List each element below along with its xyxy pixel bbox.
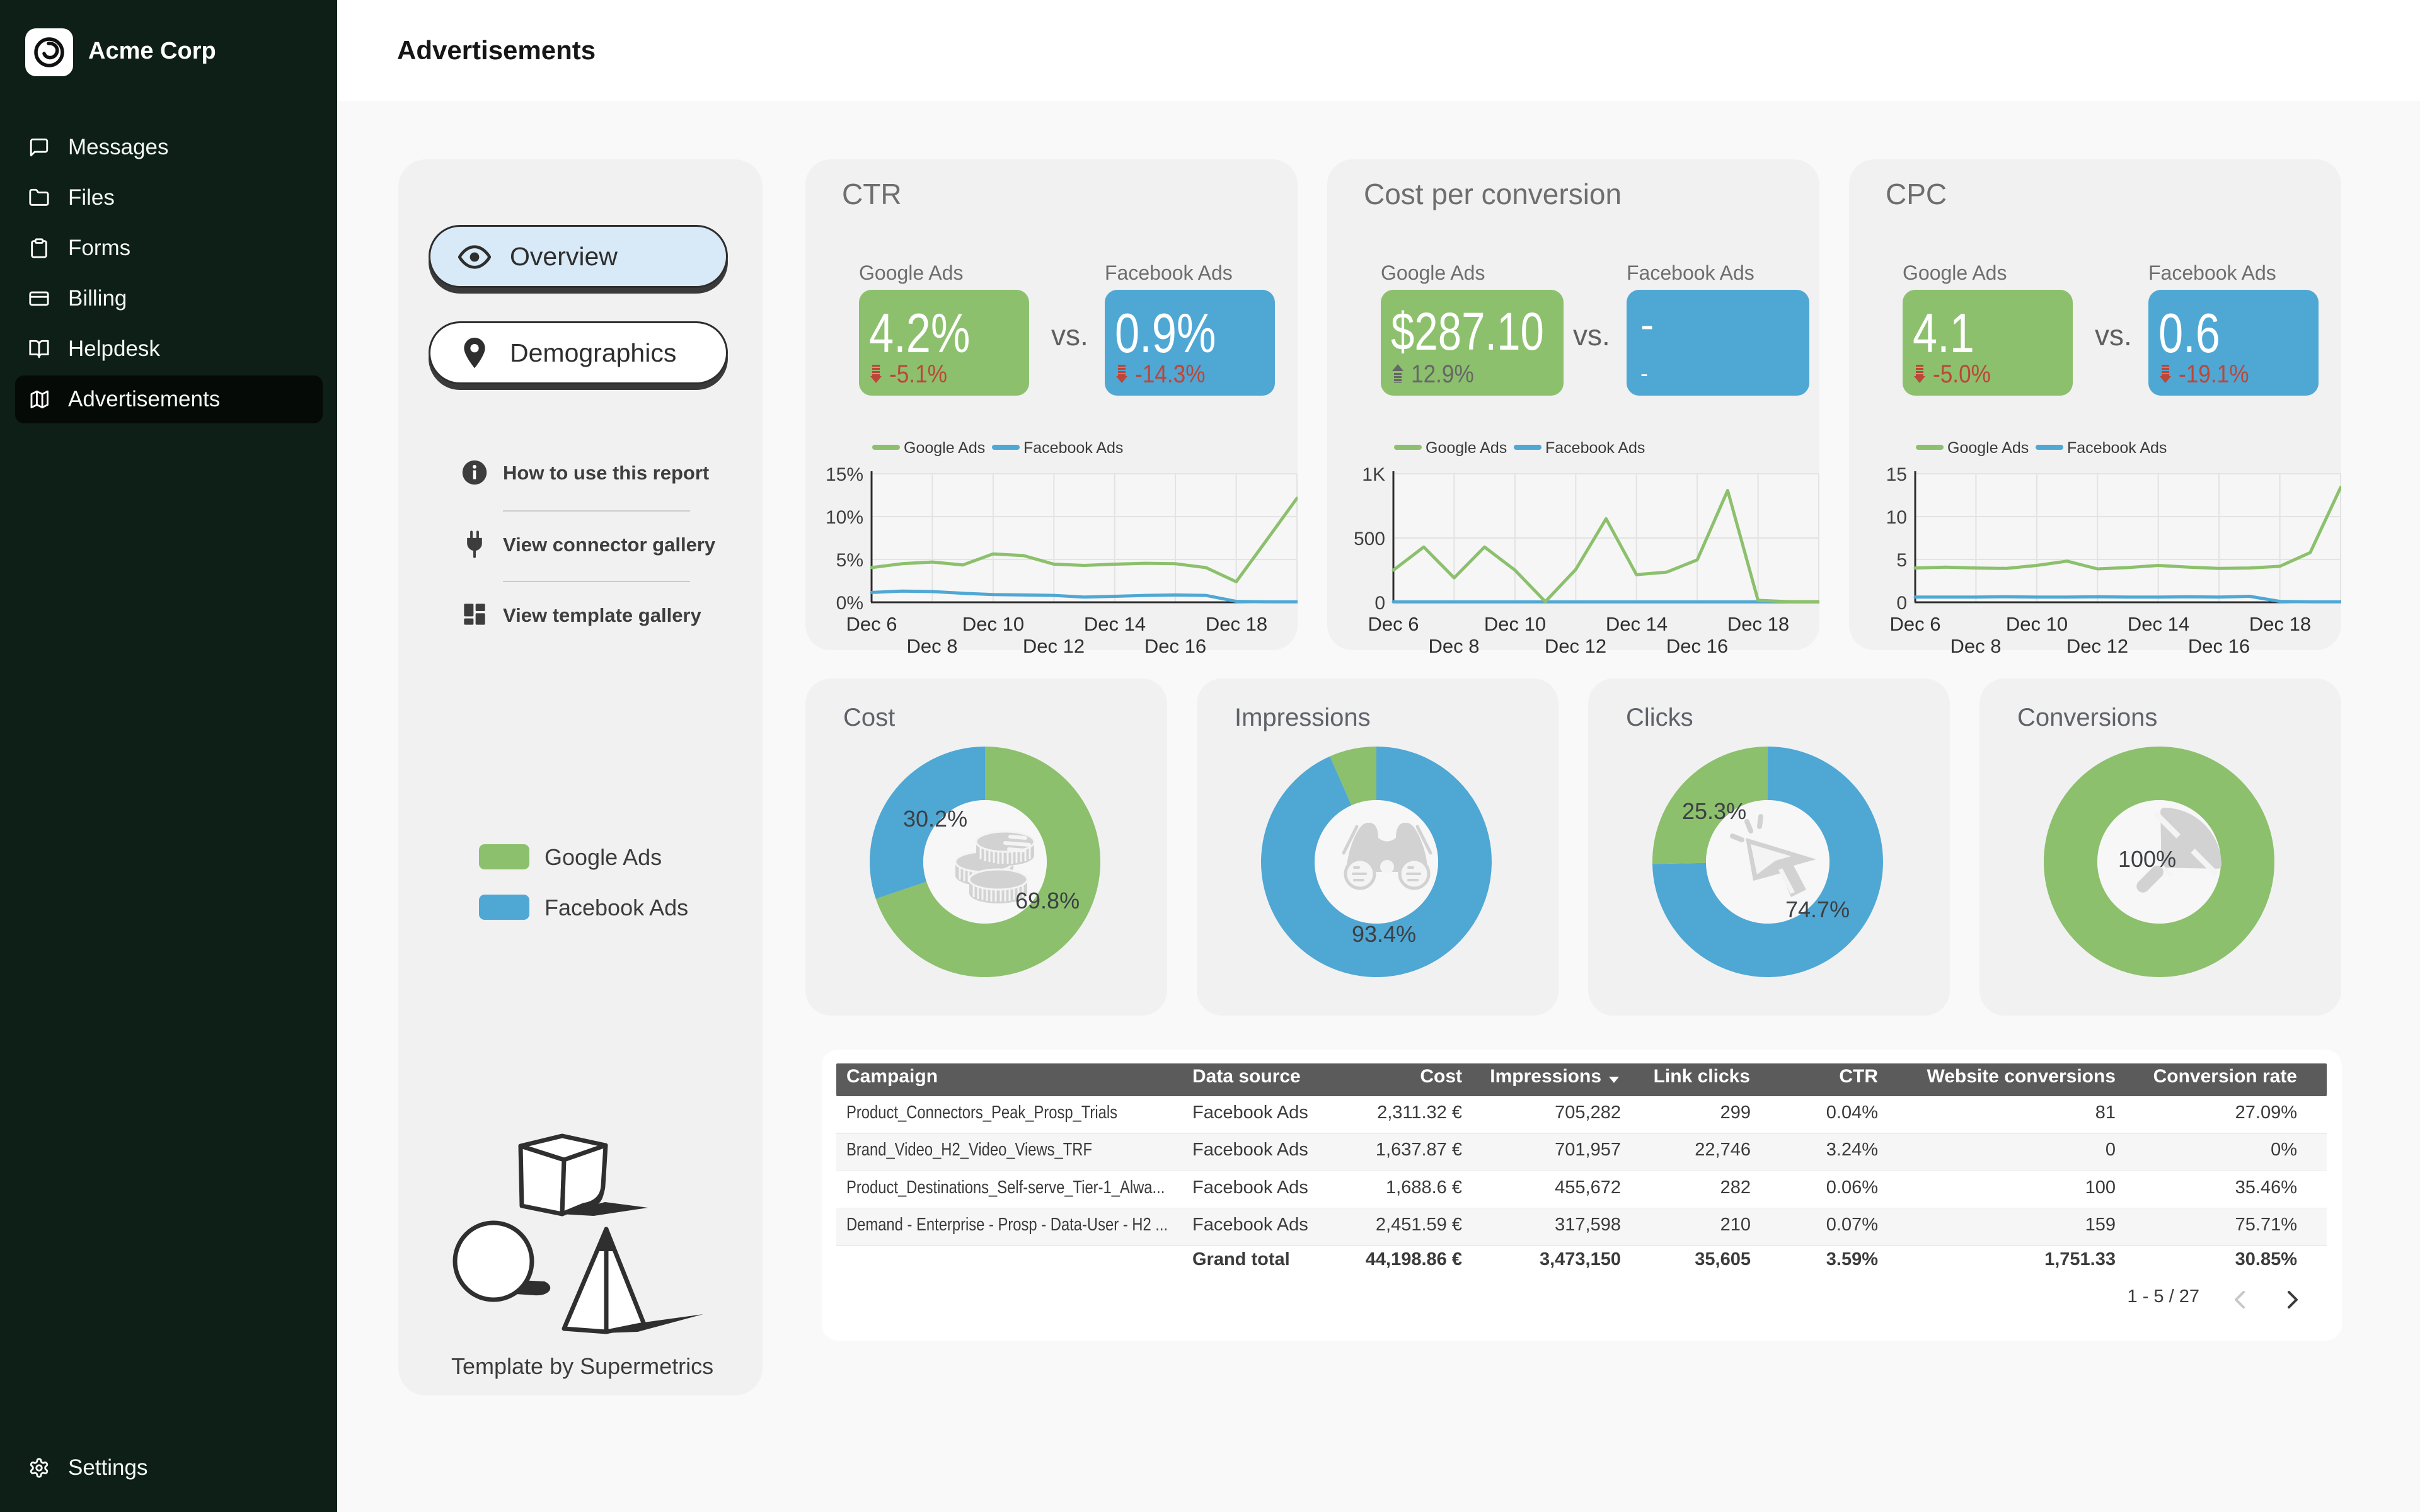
svg-text:Dec 16: Dec 16 bbox=[2188, 635, 2250, 657]
svg-text:Dec 6: Dec 6 bbox=[846, 613, 897, 635]
svg-text:Google Ads: Google Ads bbox=[1947, 439, 2029, 457]
svg-text:93.4%: 93.4% bbox=[1352, 921, 1416, 947]
svg-text:15%: 15% bbox=[826, 464, 863, 485]
svg-text:10%: 10% bbox=[826, 507, 863, 528]
svg-text:Dec 8: Dec 8 bbox=[1429, 635, 1480, 657]
svg-text:1K: 1K bbox=[1362, 464, 1385, 485]
svg-text:5: 5 bbox=[1896, 550, 1907, 571]
svg-text:0%: 0% bbox=[836, 593, 863, 614]
svg-text:Dec 6: Dec 6 bbox=[1368, 613, 1419, 635]
svg-text:Dec 8: Dec 8 bbox=[907, 635, 958, 657]
svg-text:Dec 18: Dec 18 bbox=[1206, 613, 1267, 635]
svg-text:Dec 12: Dec 12 bbox=[1023, 635, 1085, 657]
svg-text:Dec 8: Dec 8 bbox=[1950, 635, 2002, 657]
svg-text:69.8%: 69.8% bbox=[1015, 888, 1080, 914]
svg-text:10: 10 bbox=[1886, 507, 1907, 528]
svg-text:74.7%: 74.7% bbox=[1785, 896, 1850, 922]
svg-text:Google Ads: Google Ads bbox=[1426, 439, 1507, 457]
svg-text:Facebook Ads: Facebook Ads bbox=[2067, 439, 2167, 457]
svg-text:Dec 18: Dec 18 bbox=[2249, 613, 2311, 635]
svg-text:100%: 100% bbox=[2118, 846, 2176, 872]
svg-text:15: 15 bbox=[1886, 464, 1907, 485]
svg-text:Dec 10: Dec 10 bbox=[1484, 613, 1546, 635]
svg-text:Dec 6: Dec 6 bbox=[1890, 613, 1941, 635]
svg-text:Dec 14: Dec 14 bbox=[2128, 613, 2189, 635]
svg-text:Google Ads: Google Ads bbox=[904, 439, 985, 457]
svg-text:Dec 16: Dec 16 bbox=[1666, 635, 1728, 657]
svg-text:Dec 16: Dec 16 bbox=[1144, 635, 1206, 657]
svg-text:Dec 10: Dec 10 bbox=[2006, 613, 2068, 635]
svg-text:Facebook Ads: Facebook Ads bbox=[1545, 439, 1645, 457]
svg-text:Dec 12: Dec 12 bbox=[2066, 635, 2128, 657]
svg-text:Dec 14: Dec 14 bbox=[1606, 613, 1668, 635]
svg-text:500: 500 bbox=[1354, 529, 1385, 549]
svg-text:Dec 18: Dec 18 bbox=[1727, 613, 1789, 635]
svg-text:Dec 10: Dec 10 bbox=[962, 613, 1024, 635]
svg-text:Dec 12: Dec 12 bbox=[1545, 635, 1606, 657]
svg-text:0: 0 bbox=[1374, 593, 1385, 614]
svg-text:Facebook Ads: Facebook Ads bbox=[1023, 439, 1123, 457]
svg-text:25.3%: 25.3% bbox=[1682, 798, 1746, 824]
svg-text:Dec 14: Dec 14 bbox=[1084, 613, 1146, 635]
svg-text:30.2%: 30.2% bbox=[903, 806, 967, 832]
svg-text:0: 0 bbox=[1896, 593, 1907, 614]
svg-text:5%: 5% bbox=[836, 550, 863, 571]
